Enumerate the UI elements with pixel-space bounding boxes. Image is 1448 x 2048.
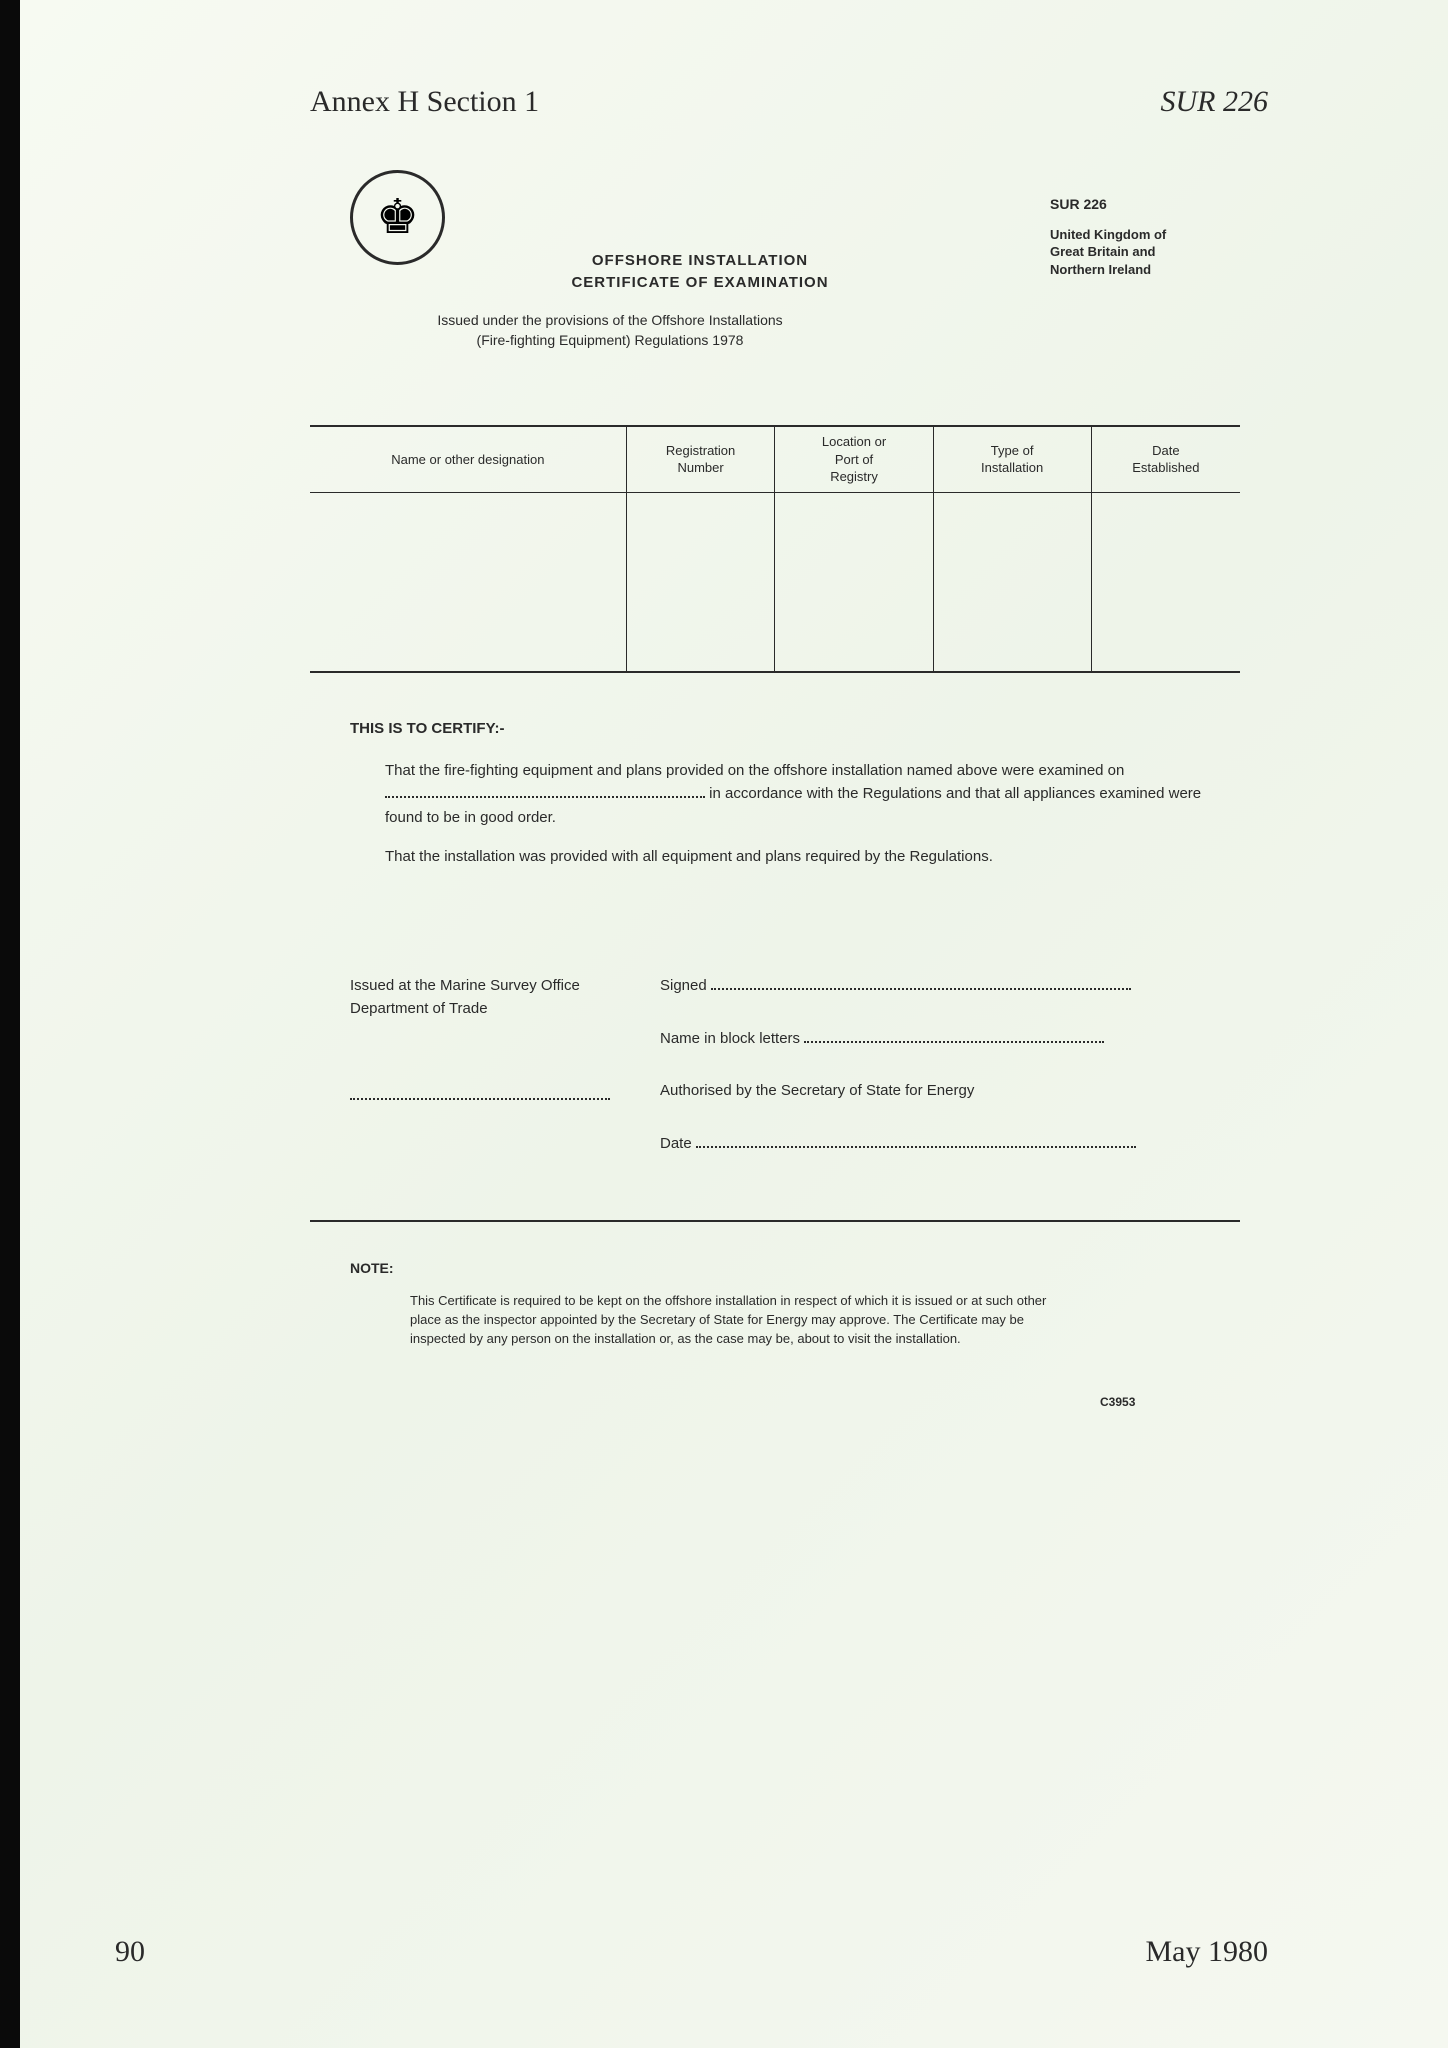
- title-line-2: CERTIFICATE OF EXAMINATION: [535, 272, 865, 294]
- authorised-line: Authorised by the Secretary of State for…: [660, 1080, 1230, 1103]
- signature-block: Issued at the Marine Survey Office Depar…: [350, 975, 1230, 1185]
- signed-label: Signed: [660, 977, 711, 994]
- signed-field: [711, 977, 1131, 990]
- header-right-block: SUR 226 United Kingdom of Great Britain …: [1050, 195, 1230, 279]
- table-header-row: Name or other designation RegistrationNu…: [310, 426, 1240, 492]
- col-location: Location orPort ofRegistry: [775, 426, 933, 492]
- country-line-3: Northern Ireland: [1050, 261, 1230, 279]
- issued-line-1: Issued under the provisions of the Offsh…: [350, 310, 870, 330]
- issued-at-l1: Issued at the Marine Survey Office: [350, 975, 660, 998]
- cell-type: [933, 492, 1091, 672]
- col-registration: RegistrationNumber: [626, 426, 775, 492]
- name-block-label: Name in block letters: [660, 1030, 804, 1047]
- certify-block: THIS IS TO CERTIFY:- That the fire-fight…: [350, 720, 1230, 884]
- issued-at-field: [350, 1098, 610, 1100]
- divider: [310, 1220, 1240, 1222]
- installation-table: Name or other designation RegistrationNu…: [310, 425, 1240, 673]
- examined-on-field: [385, 786, 705, 799]
- page-footer: 90 May 1980: [115, 1935, 1268, 1969]
- certify-heading: THIS IS TO CERTIFY:-: [350, 720, 1230, 737]
- cell-designation: [310, 492, 626, 672]
- annex-label: Annex H Section 1: [310, 85, 539, 119]
- crest-icon: ♚: [350, 170, 445, 265]
- date-line: Date: [660, 1133, 1230, 1156]
- certificate-title: OFFSHORE INSTALLATION CERTIFICATE OF EXA…: [535, 250, 865, 294]
- signed-line: Signed: [660, 975, 1230, 998]
- page: Annex H Section 1 SUR 226 ♚ SUR 226 Unit…: [0, 0, 1448, 2048]
- date-label: Date: [660, 1135, 696, 1152]
- name-block-field: [804, 1030, 1104, 1043]
- col-type: Type ofInstallation: [933, 426, 1091, 492]
- col-date-established: DateEstablished: [1091, 426, 1240, 492]
- issued-at-l2: Department of Trade: [350, 998, 660, 1021]
- page-number: 90: [115, 1935, 145, 1969]
- date-field: [696, 1135, 1136, 1148]
- form-code: C3953: [1100, 1395, 1135, 1409]
- sig-right: Signed Name in block letters Authorised …: [660, 975, 1230, 1185]
- table-row: [310, 492, 1240, 672]
- certify-p1a: That the fire-fighting equipment and pla…: [385, 762, 1124, 779]
- crest-glyph: ♚: [376, 194, 419, 242]
- sur-code-small: SUR 226: [1050, 195, 1230, 214]
- cell-date-established: [1091, 492, 1240, 672]
- issued-under: Issued under the provisions of the Offsh…: [350, 310, 870, 351]
- issued-line-2: (Fire-fighting Equipment) Regulations 19…: [350, 330, 870, 350]
- title-line-1: OFFSHORE INSTALLATION: [535, 250, 865, 272]
- page-header: Annex H Section 1 SUR 226: [310, 85, 1268, 119]
- cell-location: [775, 492, 933, 672]
- country-line-1: United Kingdom of: [1050, 226, 1230, 244]
- name-block-line: Name in block letters: [660, 1028, 1230, 1051]
- table: Name or other designation RegistrationNu…: [310, 425, 1240, 673]
- cell-registration: [626, 492, 775, 672]
- country-line-2: Great Britain and: [1050, 243, 1230, 261]
- issued-at: Issued at the Marine Survey Office Depar…: [350, 975, 660, 1185]
- note-body: This Certificate is required to be kept …: [350, 1292, 1070, 1349]
- certify-p1: That the fire-fighting equipment and pla…: [385, 759, 1230, 829]
- note-block: NOTE: This Certificate is required to be…: [350, 1260, 1230, 1349]
- footer-date: May 1980: [1146, 1935, 1269, 1969]
- col-designation: Name or other designation: [310, 426, 626, 492]
- note-heading: NOTE:: [350, 1260, 1230, 1276]
- certify-p2: That the installation was provided with …: [385, 845, 1230, 868]
- certify-body: That the fire-fighting equipment and pla…: [350, 759, 1230, 868]
- sur-code-top: SUR 226: [1161, 85, 1269, 119]
